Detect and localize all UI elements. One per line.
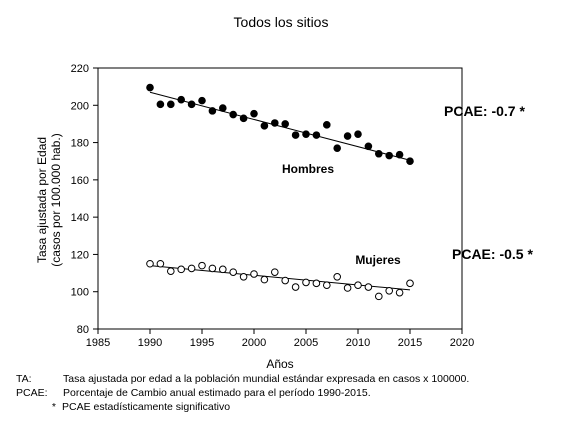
point-hombres — [260, 121, 269, 130]
y-tick-label: 100 — [71, 287, 89, 299]
chart-title: Todos los sitios — [234, 14, 329, 30]
point-hombres — [250, 109, 258, 118]
x-tick-label: 1990 — [138, 337, 162, 349]
point-hombres — [208, 107, 217, 115]
point-mujeres — [219, 265, 227, 274]
point-hombres — [198, 96, 206, 105]
x-axis-label: Años — [266, 357, 293, 371]
point-mujeres — [333, 273, 342, 281]
pcae-hombres: PCAE: -0.7 * — [444, 103, 525, 119]
series-label-hombres: Hombres — [282, 162, 334, 176]
point-mujeres — [343, 284, 352, 292]
series-label-mujeres: Mujeres — [355, 253, 401, 267]
footnote-ta-text: Tasa ajustada por edad a la población mu… — [63, 373, 470, 385]
point-hombres — [395, 150, 404, 159]
x-axis: 1985 1990 1995 2000 2005 2010 2015 2020 — [86, 329, 474, 349]
y-tick-label: 160 — [71, 175, 89, 187]
point-mujeres — [323, 281, 331, 289]
footnote-star: * — [51, 401, 56, 413]
y-tick-label: 80 — [77, 324, 89, 336]
point-hombres — [167, 100, 175, 109]
point-mujeres — [208, 264, 217, 273]
footnote-pcae-abbr: PCAE: — [16, 387, 48, 399]
point-hombres — [271, 119, 279, 127]
footnotes: TA: Tasa ajustada por edad a la població… — [16, 372, 469, 414]
point-mujeres — [229, 268, 237, 276]
point-mujeres — [187, 264, 196, 273]
point-mujeres — [302, 278, 310, 287]
point-hombres — [354, 130, 362, 138]
point-mujeres — [250, 270, 258, 278]
point-hombres — [343, 132, 352, 140]
point-hombres — [375, 149, 383, 158]
y-tick-label: 140 — [71, 212, 89, 224]
point-hombres — [281, 120, 290, 128]
plot-frame — [97, 67, 463, 330]
point-mujeres — [260, 275, 269, 284]
point-hombres — [229, 110, 237, 119]
y-axis-label-line2: (casos por 100.000 hab.) — [49, 133, 63, 266]
x-tick-label: 2000 — [242, 337, 266, 349]
point-mujeres — [156, 259, 165, 268]
point-mujeres — [395, 288, 404, 297]
chart: Todos los sitios 80 100 120 140 160 180 200 220… — [35, 14, 533, 371]
y-tick-label: 120 — [71, 249, 89, 261]
footnote-pcae: PCAE: Porcentaje de Cambio anual estimad… — [16, 386, 469, 400]
point-mujeres — [364, 283, 373, 291]
point-mujeres — [177, 265, 185, 274]
point-hombres — [302, 130, 310, 138]
point-mujeres — [354, 281, 362, 289]
point-mujeres — [406, 279, 414, 288]
x-tick-label: 1985 — [86, 337, 110, 349]
point-mujeres — [291, 283, 300, 291]
point-hombres — [323, 121, 331, 129]
point-hombres — [146, 83, 154, 92]
point-mujeres — [281, 276, 290, 285]
point-mujeres — [312, 279, 321, 288]
point-mujeres — [239, 273, 248, 281]
point-hombres — [156, 100, 165, 109]
point-mujeres — [375, 292, 383, 301]
x-tick-label: 2020 — [450, 337, 474, 349]
footnote-significance: * PCAE estadísticamente significativo — [16, 400, 469, 414]
point-hombres — [219, 104, 227, 112]
x-tick-label: 2005 — [294, 337, 318, 349]
x-tick-label: 1995 — [190, 337, 214, 349]
point-mujeres — [271, 268, 279, 276]
point-hombres — [187, 100, 196, 109]
x-tick-label: 2015 — [398, 337, 422, 349]
point-hombres — [406, 157, 414, 166]
point-hombres — [333, 144, 342, 152]
point-hombres — [291, 131, 300, 139]
point-mujeres — [167, 267, 175, 276]
y-axis: 80 100 120 140 160 180 200 220 — [71, 63, 98, 336]
point-hombres — [239, 114, 248, 123]
footnote-pcae-text: Porcentaje de Cambio anual estimado para… — [63, 387, 371, 399]
y-tick-label: 180 — [71, 138, 89, 150]
y-tick-label: 200 — [71, 100, 89, 112]
pcae-mujeres: PCAE: -0.5 * — [452, 246, 533, 262]
data-points — [146, 83, 414, 301]
y-tick-label: 220 — [71, 63, 89, 75]
point-mujeres — [198, 261, 206, 270]
point-mujeres — [146, 259, 154, 268]
point-hombres — [177, 95, 185, 104]
footnote-ta: TA: Tasa ajustada por edad a la població… — [16, 372, 469, 386]
y-axis-label-line1: Tasa ajustada por Edad — [35, 137, 49, 263]
x-tick-label: 2010 — [346, 337, 370, 349]
point-hombres — [312, 131, 321, 139]
y-axis-label: Tasa ajustada por Edad (casos por 100.00… — [35, 133, 63, 266]
point-hombres — [385, 151, 394, 160]
footnote-ta-abbr: TA: — [16, 373, 32, 385]
footnote-significance-text: PCAE estadísticamente significativo — [62, 401, 231, 413]
point-mujeres — [385, 286, 394, 295]
point-hombres — [364, 142, 373, 151]
